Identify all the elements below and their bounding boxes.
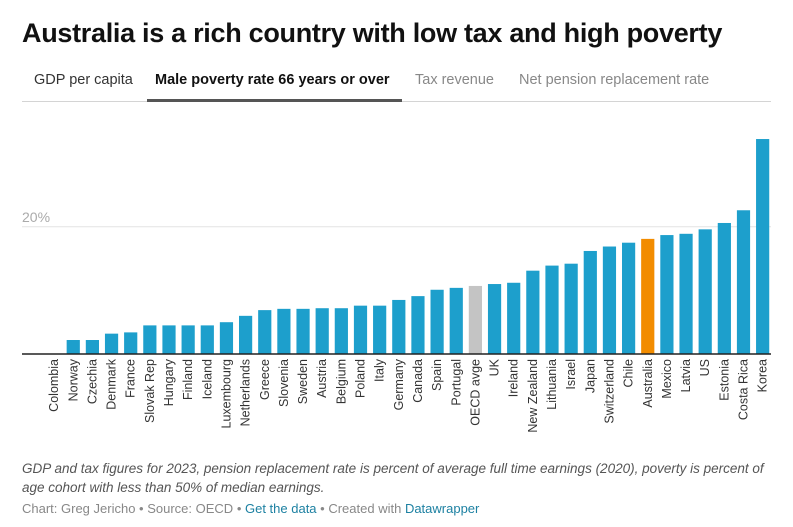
bar-slovak-rep[interactable] [143, 325, 157, 354]
x-tick-label: Spain [430, 359, 444, 391]
separator: • [316, 501, 329, 516]
bar-chart: 20% Colombia Norway Czechia Denmark France Sl… [22, 139, 771, 433]
bar-australia[interactable] [641, 238, 655, 354]
x-tick-label: Hungary [162, 358, 176, 406]
bar-israel[interactable] [564, 263, 578, 354]
bar-portugal[interactable] [449, 287, 463, 354]
x-tick-label: Switzerland [602, 359, 616, 424]
separator: • [233, 501, 245, 516]
bar-us[interactable] [698, 229, 712, 354]
active-tab-indicator [147, 99, 402, 102]
x-tick-label: Austria [315, 359, 329, 398]
x-tick-label: Greece [258, 359, 272, 400]
x-tick-label: Israel [564, 359, 578, 390]
x-tick-label: Slovak Rep [143, 359, 157, 423]
bars [66, 139, 770, 354]
bar-switzerland[interactable] [602, 246, 617, 354]
chart-title: Australia is a rich country with low tax… [22, 18, 723, 48]
x-tick-label: Ireland [507, 359, 521, 397]
x-tick-label: Latvia [679, 359, 693, 392]
bar-oecd-avge[interactable] [468, 285, 482, 354]
bar-slovenia[interactable] [277, 308, 291, 354]
bar-norway[interactable] [66, 340, 80, 354]
x-tick-label: Czechia [85, 359, 99, 404]
bar-canada[interactable] [411, 296, 425, 354]
x-tick-label: UK [488, 358, 502, 376]
bar-mexico[interactable] [660, 235, 674, 354]
x-tick-label: Sweden [296, 359, 310, 404]
x-tick-label: Norway [66, 358, 80, 401]
x-tick-label: Mexico [660, 359, 674, 399]
created-with-text: Created with [328, 501, 402, 516]
bar-germany[interactable] [392, 299, 406, 354]
get-the-data-link[interactable]: Get the data [244, 501, 317, 516]
x-tick-label: Germany [392, 358, 406, 410]
tab-net-pension-replacement-rate[interactable]: Net pension replacement rate [519, 72, 710, 88]
x-tick-label: Belgium [334, 359, 348, 404]
x-tick-label: Canada [411, 359, 425, 403]
x-tick-label: Australia [641, 359, 655, 408]
chart-author: Chart: Greg Jericho [22, 501, 136, 516]
x-tick-label: OECD avge [468, 359, 482, 426]
x-tick-label: Denmark [105, 358, 119, 409]
x-tick-label: Portugal [449, 359, 463, 406]
tab-tax-revenue[interactable]: Tax revenue [415, 72, 494, 88]
y-tick-label: 20% [22, 209, 50, 225]
x-tick-label: Costa Rica [737, 359, 751, 420]
tab-bar: GDP per capita Male poverty rate 66 year… [22, 62, 771, 102]
x-tick-label: Lithuania [545, 359, 559, 410]
x-tick-label: New Zealand [526, 359, 540, 433]
separator: • [135, 501, 148, 516]
chart-credits: Chart: Greg Jericho • Source: OECD • Get… [22, 501, 479, 516]
bar-uk[interactable] [487, 284, 502, 354]
bar-hungary[interactable] [162, 325, 176, 354]
bar-netherlands[interactable] [239, 315, 253, 354]
x-tick-label: Poland [354, 359, 368, 398]
x-tick-label: France [124, 359, 138, 398]
x-tick-label: Colombia [47, 359, 61, 412]
x-axis-labels: Colombia Norway Czechia Denmark France Slovak… [47, 358, 770, 432]
bar-czechia[interactable] [85, 340, 99, 354]
bar-lithuania[interactable] [545, 265, 559, 354]
bar-italy[interactable] [373, 305, 387, 354]
bar-luxembourg[interactable] [219, 322, 234, 354]
bar-estonia[interactable] [717, 222, 731, 354]
bar-finland[interactable] [181, 325, 195, 354]
bar-greece[interactable] [258, 310, 272, 354]
x-tick-label: Korea [756, 359, 770, 392]
bar-korea[interactable] [756, 139, 770, 354]
bar-latvia[interactable] [679, 233, 693, 354]
tab-gdp-per-capita[interactable]: GDP per capita [34, 72, 133, 88]
bar-chile[interactable] [622, 242, 636, 354]
x-tick-label: Finland [181, 359, 195, 400]
bar-sweden[interactable] [296, 308, 310, 354]
x-tick-label: Netherlands [239, 359, 253, 426]
chart-note: GDP and tax figures for 2023, pension re… [22, 461, 764, 495]
x-tick-label: Chile [622, 359, 636, 388]
bar-spain[interactable] [430, 289, 444, 354]
bar-austria[interactable] [315, 308, 329, 354]
x-tick-label: US [698, 359, 712, 376]
bar-iceland[interactable] [200, 325, 214, 354]
chart-source: Source: OECD [147, 501, 234, 516]
bar-poland[interactable] [353, 305, 368, 354]
x-tick-label: Estonia [717, 359, 731, 401]
gridlines: 20% [22, 209, 771, 228]
x-tick-label: Japan [583, 359, 597, 393]
bar-new-zealand[interactable] [526, 270, 540, 354]
bar-france[interactable] [124, 332, 138, 354]
bar-costa-rica[interactable] [736, 210, 751, 354]
datawrapper-link[interactable]: Datawrapper [404, 501, 480, 516]
x-tick-label: Italy [373, 358, 387, 382]
x-tick-label: Luxembourg [219, 359, 233, 429]
tab-male-poverty-rate[interactable]: Male poverty rate 66 years or over [155, 72, 390, 88]
bar-belgium[interactable] [334, 308, 348, 354]
bar-denmark[interactable] [104, 333, 119, 354]
bar-japan[interactable] [583, 250, 597, 354]
bar-ireland[interactable] [507, 282, 521, 354]
x-tick-label: Iceland [200, 359, 214, 399]
x-tick-label: Slovenia [277, 359, 291, 407]
